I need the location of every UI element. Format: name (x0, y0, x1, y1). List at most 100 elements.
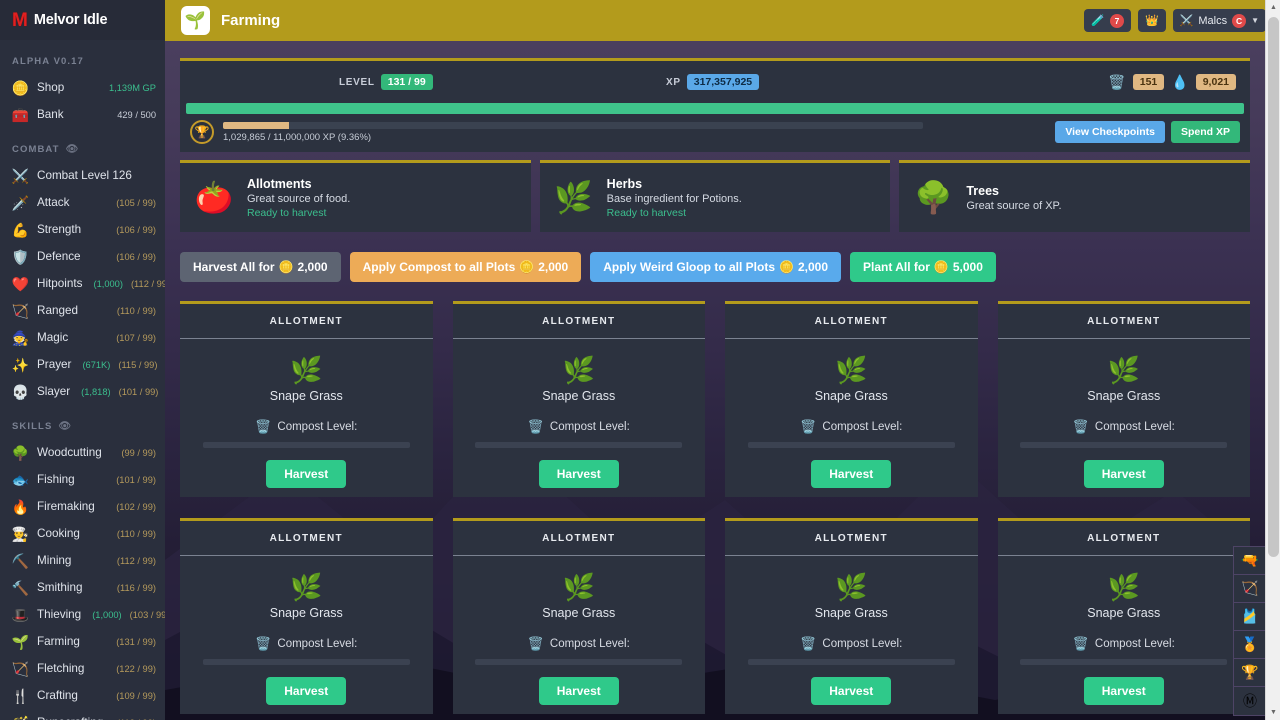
page-content: LEVEL 131 / 99 XP 317,357,925 🗑️ 151 💧 9,02… (165, 41, 1265, 720)
sidebar-item-bank[interactable]: 🧰 Bank 429 / 500 (0, 101, 165, 128)
plot-card[interactable]: ALLOTMENT 🌿 Snape Grass 🗑️ Compost Level: Har… (725, 301, 978, 497)
snape-grass-icon: 🌿 (835, 355, 868, 385)
sidebar-top-items: 🪙 Shop 1,139M GP 🧰 Bank 429 / 500 (0, 74, 165, 128)
trophy-icon[interactable]: 🏆 (1234, 659, 1266, 687)
brand[interactable]: M Melvor Idle (0, 0, 165, 40)
sidebar-item-strength[interactable]: 💪 Strength (106 / 99) (0, 216, 165, 243)
medal-icon[interactable]: 🏅 (1234, 631, 1266, 659)
harvest-button[interactable]: Harvest (266, 460, 347, 488)
sidebar-item-slayer[interactable]: 💀 Slayer (1,818) (101 / 99) (0, 378, 165, 405)
plot-header: ALLOTMENT (180, 304, 433, 339)
scrollbar-thumb[interactable] (1268, 17, 1279, 557)
snape-grass-icon: 🌿 (562, 355, 595, 385)
sidebar-item-fletching[interactable]: 🏹 Fletching (122 / 99) (0, 655, 165, 682)
view-checkpoints-button[interactable]: View Checkpoints (1055, 121, 1165, 143)
sidebar-item-value: (106 / 99) (116, 224, 156, 235)
sidebar-item-ranged[interactable]: 🏹 Ranged (110 / 99) (0, 297, 165, 324)
gold-coin-icon: 🪙 (278, 260, 294, 274)
sidebar-heading-combat[interactable]: COMBAT 👁 (0, 128, 165, 162)
sidebar-item-prayer[interactable]: ✨ Prayer (671K) (115 / 99) (0, 351, 165, 378)
sidebar-item-firemaking[interactable]: 🔥 Firemaking (102 / 99) (0, 493, 165, 520)
xp-display: XP 317,357,925 (666, 74, 760, 90)
category-card-trees[interactable]: 🌳 Trees Great source of XP. (899, 160, 1251, 232)
plot-header: ALLOTMENT (180, 521, 433, 556)
plot-body: 🌿 Snape Grass 🗑️ Compost Level: Harvest (998, 556, 1251, 714)
sidebar-item-fishing[interactable]: 🐟 Fishing (101 / 99) (0, 466, 165, 493)
crown-button[interactable]: 👑 (1137, 9, 1166, 32)
action-label: Apply Weird Gloop to all Plots (603, 260, 776, 274)
plot-header: ALLOTMENT (997, 521, 1250, 556)
action-harvest-all-for-button[interactable]: Harvest All for 🪙 2,000 (180, 252, 341, 282)
harvest-button[interactable]: Harvest (538, 677, 619, 705)
sidebar-item-crafting[interactable]: 🍴 Crafting (109 / 99) (0, 682, 165, 709)
category-description: Base ingredient for Potions. (606, 192, 742, 205)
action-plant-all-for-button[interactable]: Plant All for 🪙 5,000 (850, 252, 996, 282)
plot-card[interactable]: ALLOTMENT 🌿 Snape Grass 🗑️ Compost Level: Har… (452, 518, 706, 714)
harvest-button[interactable]: Harvest (1083, 460, 1164, 488)
harvest-button[interactable]: Harvest (1083, 677, 1164, 705)
sidebar-item-sub: (671K) (82, 359, 111, 370)
spend-xp-button[interactable]: Spend XP (1170, 121, 1240, 143)
sidebar-item-magic[interactable]: 🧙 Magic (107 / 99) (0, 324, 165, 351)
sidebar-item-smithing[interactable]: 🔨 Smithing (116 / 99) (0, 574, 165, 601)
sidebar-item-cooking[interactable]: 👨‍🍳 Cooking (110 / 99) (0, 520, 165, 547)
plot-card[interactable]: ALLOTMENT 🌿 Snape Grass 🗑️ Compost Level: Har… (997, 518, 1251, 714)
category-card-allotments[interactable]: 🍅 Allotments Great source of food. Ready to… (180, 160, 531, 232)
top-bar: 🌱 Farming 🧪 7 👑 ⚔️ Malcs C ▼ (165, 0, 1280, 41)
plot-card[interactable]: ALLOTMENT 🌿 Snape Grass 🗑️ Compost Level: Har… (180, 301, 433, 497)
eye-icon[interactable]: 👁 (65, 144, 80, 155)
scroll-up-arrow-icon[interactable]: ▲ (1270, 4, 1277, 11)
trophy-icon: 🏆 (190, 120, 214, 144)
plot-card[interactable]: ALLOTMENT 🌿 Snape Grass 🗑️ Compost Level: Har… (725, 518, 978, 714)
sidebar-item-value: (109 / 99) (116, 690, 156, 701)
action-apply-compost-to-all-plots-button[interactable]: Apply Compost to all Plots 🪙 2,000 (349, 252, 582, 282)
ranged-icon[interactable]: 🏹 (1234, 575, 1266, 603)
sidebar-item-sub: (1,000) (92, 609, 122, 620)
harvest-button[interactable]: Harvest (811, 677, 892, 705)
browser-scrollbar[interactable]: ▲ ▼ (1265, 0, 1280, 720)
plot-card[interactable]: ALLOTMENT 🌿 Snape Grass 🗑️ Compost Level: Har… (180, 518, 433, 714)
sidebar-item-defence[interactable]: 🛡️ Defence (106 / 99) (0, 243, 165, 270)
sidebar-item-woodcutting[interactable]: 🌳 Woodcutting (99 / 99) (0, 439, 165, 466)
level-label: LEVEL (339, 76, 375, 88)
action-apply-weird-gloop-to-all-plots-button[interactable]: Apply Weird Gloop to all Plots 🪙 2,000 (590, 252, 842, 282)
user-menu-button[interactable]: ⚔️ Malcs C ▼ (1172, 9, 1266, 32)
plot-body: 🌿 Snape Grass 🗑️ Compost Level: Harvest (453, 556, 706, 714)
compost-icon: 🗑️ (1072, 419, 1089, 434)
eye-icon[interactable]: 👁 (58, 421, 73, 432)
sidebar-item-label: Fishing (37, 473, 75, 486)
sidebar-item-farming[interactable]: 🌱 Farming (131 / 99) (0, 628, 165, 655)
armour-icon[interactable]: 🎽 (1234, 603, 1266, 631)
sidebar-item-sub: (1,818) (81, 386, 111, 397)
weapon-icon[interactable]: 🔫 (1234, 547, 1266, 575)
harvest-button[interactable]: Harvest (538, 460, 619, 488)
crown-icon: 👑 (1144, 15, 1159, 27)
harvest-button[interactable]: Harvest (811, 460, 892, 488)
gold-coin-icon: 🪙 (779, 260, 794, 274)
harvest-button[interactable]: Harvest (266, 677, 347, 705)
scroll-down-arrow-icon[interactable]: ▼ (1270, 709, 1277, 716)
sidebar-item-shop[interactable]: 🪙 Shop 1,139M GP (0, 74, 165, 101)
snape-grass-icon: 🌿 (1107, 355, 1140, 385)
sidebar-heading-skills[interactable]: SKILLS 👁 (0, 405, 165, 439)
sidebar-item-value: (112 / 99) (117, 718, 156, 720)
gold-coin-icon: 🪙 (933, 260, 949, 274)
sidebar-item-runecrafting[interactable]: 🪄 Runecrafting (112 / 99) (0, 709, 165, 720)
plot-card[interactable]: ALLOTMENT 🌿 Snape Grass 🗑️ Compost Level: Har… (997, 301, 1250, 497)
sidebar-item-thieving[interactable]: 🎩 Thieving (1,000) (103 / 99) (0, 601, 165, 628)
sidebar-item-label: Woodcutting (37, 446, 102, 459)
sidebar-item-attack[interactable]: 🗡️ Attack (105 / 99) (0, 189, 165, 216)
magic-icon: 🧙 (11, 329, 30, 346)
sidebar-item-value: (99 / 99) (121, 447, 156, 458)
sidebar-item-combat-level-126[interactable]: ⚔️ Combat Level 126 (0, 162, 165, 189)
sidebar-scroll[interactable]: ALPHA V0.17 🪙 Shop 1,139M GP 🧰 Bank 429 / 500… (0, 40, 165, 720)
melvor-logo-icon[interactable]: Ⓜ (1234, 687, 1266, 715)
sidebar-item-value: (122 / 99) (116, 663, 156, 674)
snape-grass-icon: 🌿 (290, 572, 323, 602)
bulk-action-buttons: Harvest All for 🪙 2,000 Apply Compost to al… (180, 252, 1250, 282)
category-card-herbs[interactable]: 🌿 Herbs Base ingredient for Potions. Ready … (539, 160, 891, 232)
sidebar-item-hitpoints[interactable]: ❤️ Hitpoints (1,000) (112 / 99) (0, 270, 165, 297)
potions-button[interactable]: 🧪 7 (1084, 9, 1131, 32)
sidebar-item-mining[interactable]: ⛏️ Mining (112 / 99) (0, 547, 165, 574)
plot-card[interactable]: ALLOTMENT 🌿 Snape Grass 🗑️ Compost Level: Har… (452, 301, 705, 497)
